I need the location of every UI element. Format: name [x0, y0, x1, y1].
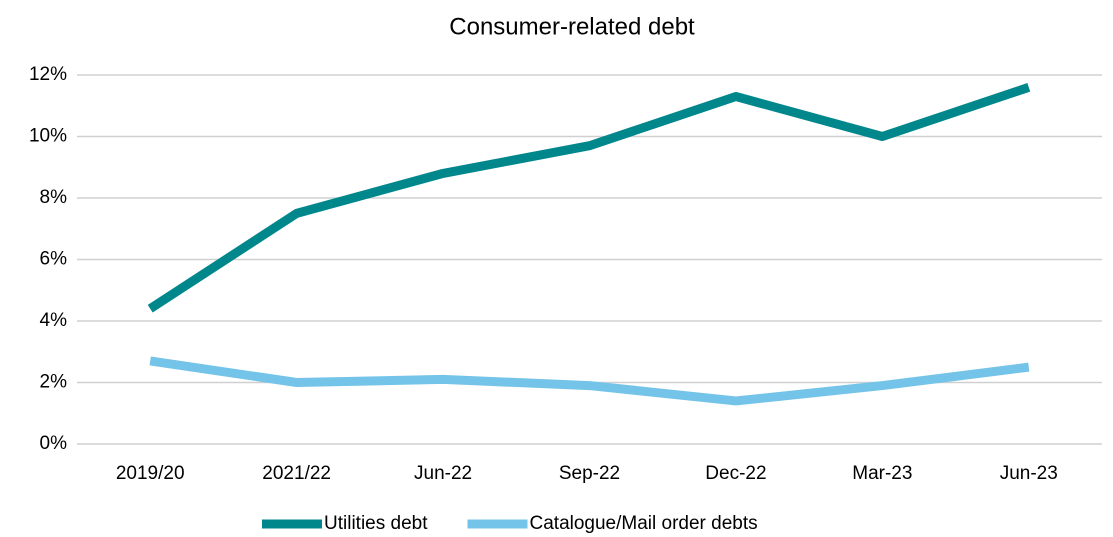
y-tick-label: 6% [40, 249, 68, 270]
x-tick-label: Dec-22 [705, 463, 766, 484]
y-tick-label: 12% [29, 64, 67, 85]
legend-label: Catalogue/Mail order debts [530, 513, 758, 534]
x-tick-label: 2019/20 [116, 463, 185, 484]
x-tick-label: Mar-23 [852, 463, 912, 484]
series-line [149, 356, 1030, 406]
legend-label: Utilities debt [324, 513, 428, 534]
chart-title: Consumer-related debt [449, 13, 695, 40]
x-tick-label: 2021/22 [262, 463, 331, 484]
y-tick-label: 2% [40, 372, 68, 393]
series-line [147, 83, 1031, 313]
x-tick-label: Sep-22 [559, 463, 620, 484]
x-tick-label: Jun-23 [1000, 463, 1058, 484]
y-tick-label: 10% [29, 126, 67, 147]
y-tick-label: 8% [40, 187, 68, 208]
y-tick-label: 0% [40, 433, 68, 454]
y-tick-label: 4% [40, 310, 68, 331]
x-tick-label: Jun-22 [414, 463, 472, 484]
